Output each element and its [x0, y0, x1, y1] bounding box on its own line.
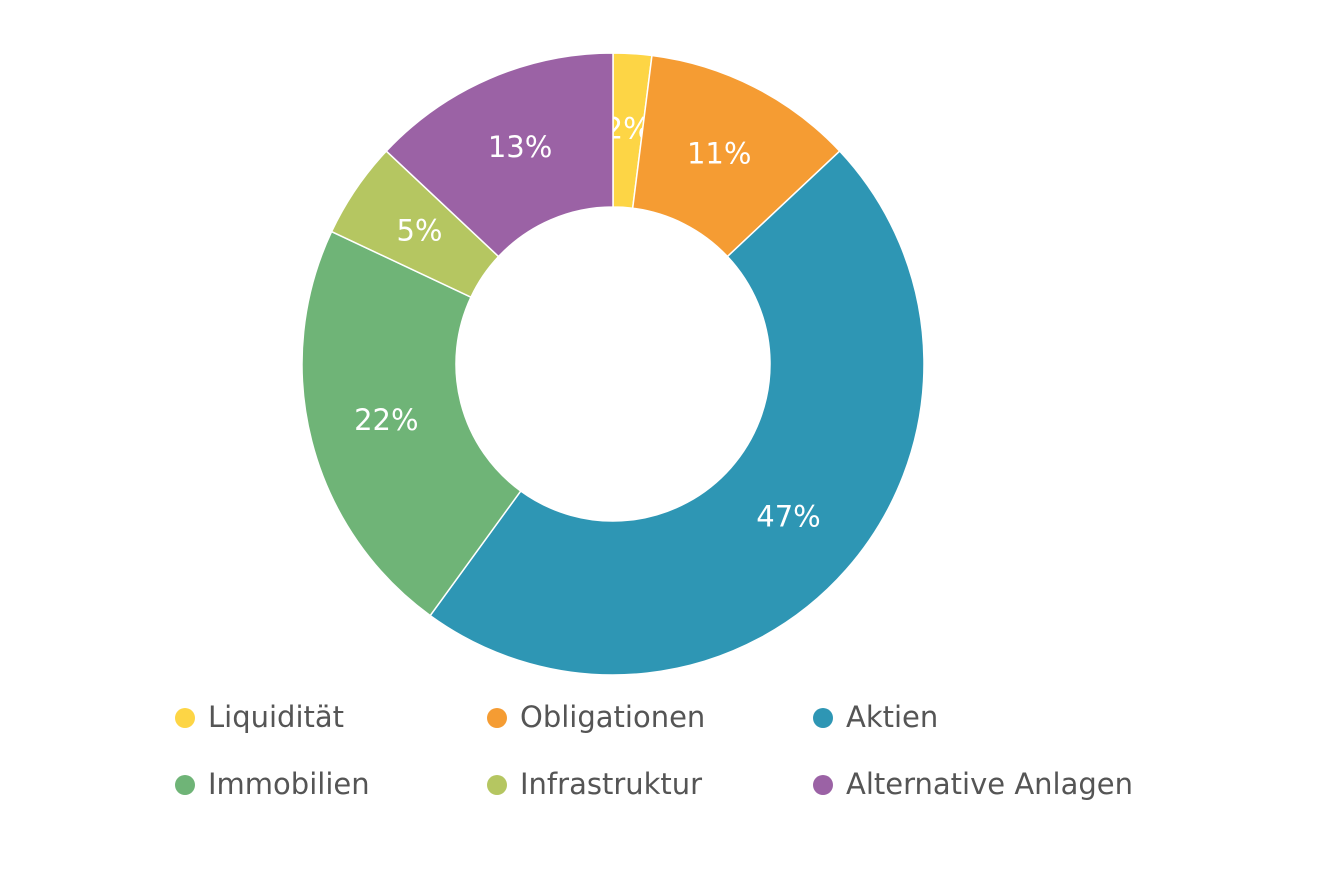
- legend-label: Aktien: [846, 700, 938, 734]
- slice: [385, 52, 614, 258]
- data-label: 13%: [488, 130, 552, 164]
- legend-marker: [175, 775, 195, 795]
- legend-marker: [813, 775, 833, 795]
- slice: [429, 150, 925, 676]
- legend-marker: [487, 708, 507, 728]
- legend-label: Liquidität: [208, 700, 344, 734]
- slice: [301, 230, 522, 617]
- legend-label: Infrastruktur: [520, 767, 702, 801]
- data-label: 11%: [687, 137, 751, 171]
- legend-marker: [175, 708, 195, 728]
- legend-label: Alternative Anlagen: [846, 767, 1133, 801]
- data-label: 47%: [756, 500, 820, 534]
- data-label: 5%: [396, 213, 442, 247]
- legend-label: Obligationen: [520, 700, 705, 734]
- legend-marker: [813, 708, 833, 728]
- legend-marker: [487, 775, 507, 795]
- legend-label: Immobilien: [208, 767, 370, 801]
- data-label: 22%: [354, 403, 418, 437]
